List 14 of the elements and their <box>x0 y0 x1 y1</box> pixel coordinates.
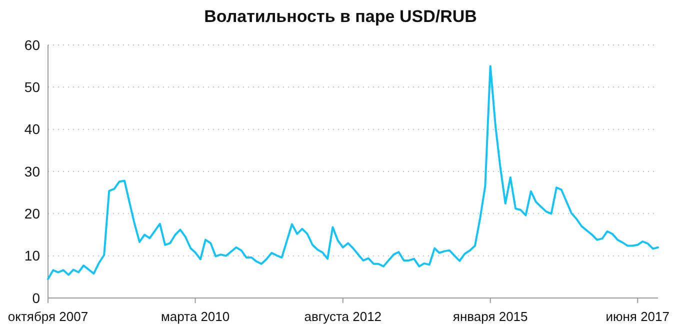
x-tick-label: июня 2017 <box>606 309 670 324</box>
y-tick-label: 10 <box>24 248 40 264</box>
line-series <box>47 65 659 280</box>
x-tick-label: марта 2010 <box>160 309 230 324</box>
x-tick-label: августа 2012 <box>304 309 382 324</box>
x-tick-label: января 2015 <box>452 309 528 324</box>
y-tick-label: 20 <box>24 206 40 222</box>
chart-title: Волатильность в паре USD/RUB <box>204 7 477 26</box>
y-tick-label: 0 <box>32 290 40 306</box>
y-tick-label: 30 <box>24 163 40 180</box>
y-tick-label: 50 <box>24 79 40 96</box>
y-tick-label: 40 <box>24 121 40 138</box>
y-tick-label: 60 <box>24 36 40 53</box>
x-tick-label: октября 2007 <box>8 309 88 324</box>
